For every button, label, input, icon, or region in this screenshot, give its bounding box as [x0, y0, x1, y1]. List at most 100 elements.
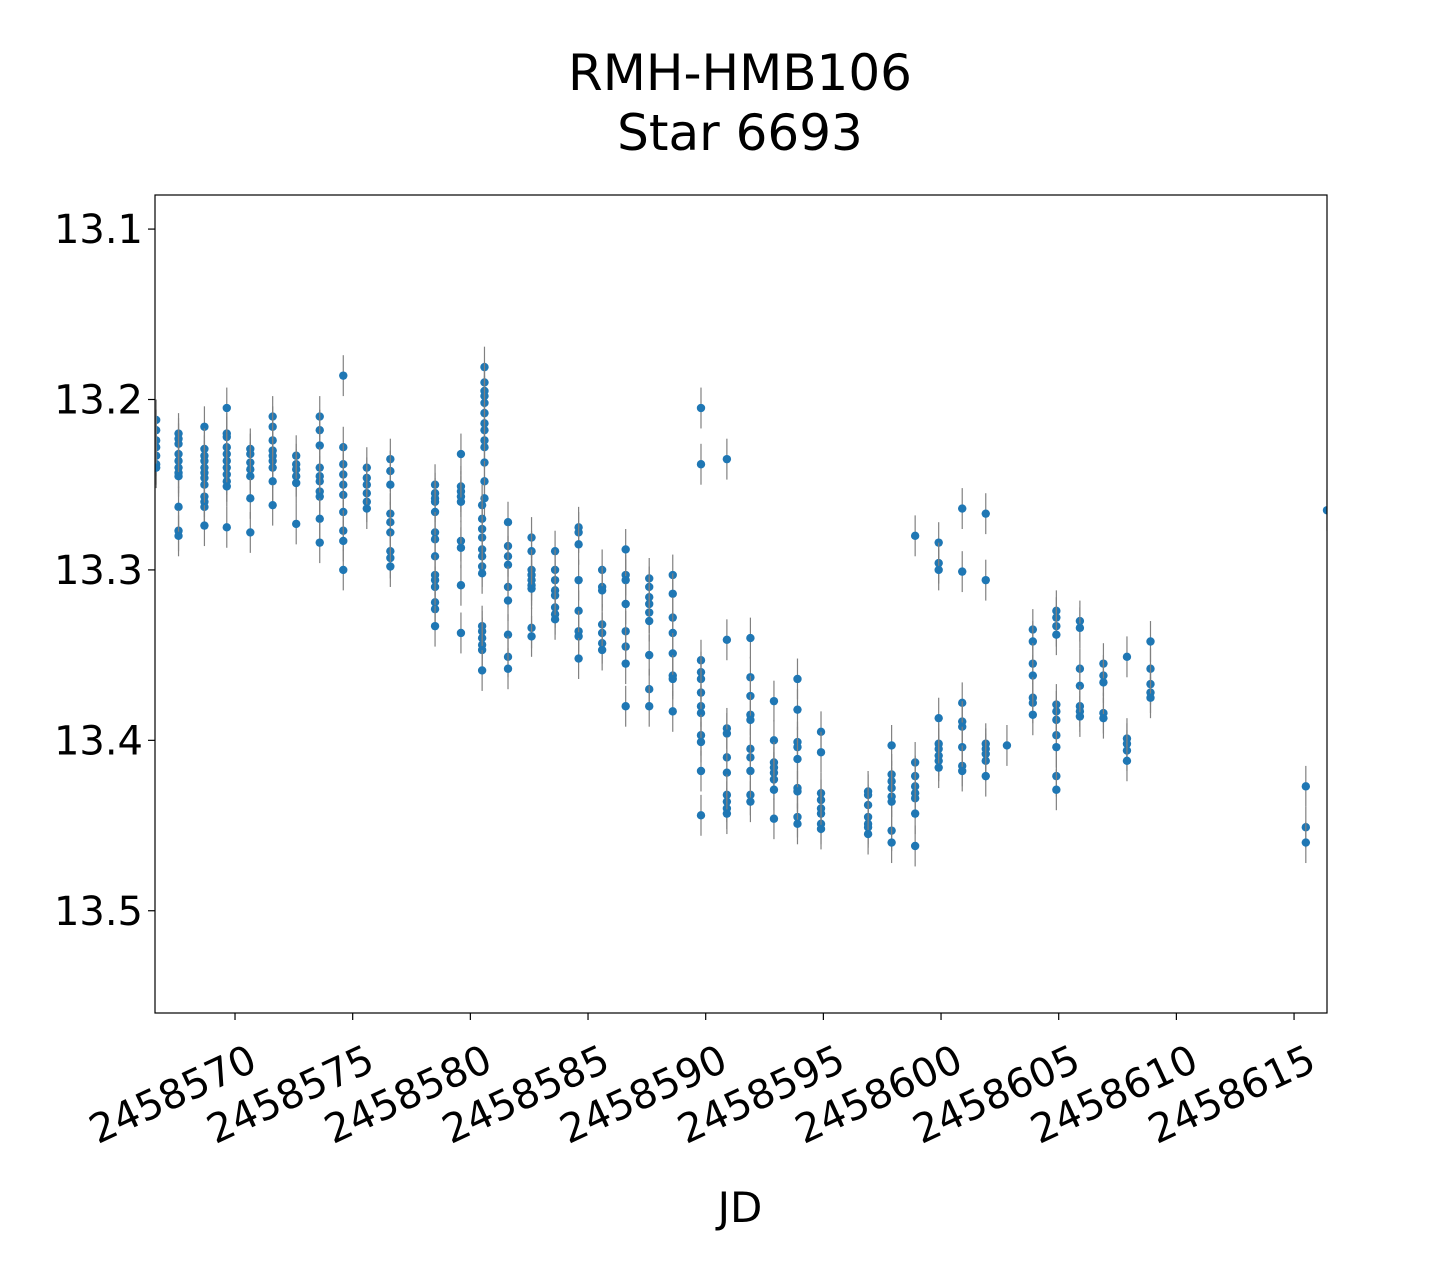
- point-marker: [793, 787, 802, 796]
- point-marker: [1122, 652, 1132, 662]
- point-marker: [246, 471, 255, 481]
- point-marker: [292, 478, 301, 488]
- point-marker: [550, 615, 560, 624]
- point-marker: [934, 565, 943, 575]
- data-point: [696, 794, 706, 836]
- point-marker: [456, 543, 466, 552]
- point-marker: [1028, 637, 1038, 646]
- data-point: [174, 515, 183, 557]
- point-marker: [958, 504, 967, 513]
- data-point: [910, 825, 920, 867]
- data-point: [746, 781, 755, 823]
- point-marker: [1052, 630, 1061, 639]
- data-point: [863, 813, 873, 855]
- point-marker: [1099, 678, 1108, 687]
- data-point: [816, 808, 826, 850]
- data-point: [887, 822, 896, 864]
- point-marker: [1028, 671, 1038, 680]
- point-marker: [887, 741, 896, 750]
- data-point: [769, 798, 779, 840]
- point-marker: [934, 713, 943, 723]
- data-point: [430, 605, 440, 647]
- data-point: [958, 551, 967, 593]
- data-point: [981, 755, 990, 797]
- point-marker: [574, 540, 583, 549]
- y-tick-label: 13.1: [54, 207, 143, 253]
- point-marker: [696, 811, 706, 820]
- data-point: [339, 549, 348, 591]
- point-marker: [315, 538, 324, 547]
- point-marker: [246, 494, 255, 503]
- point-marker: [503, 518, 513, 527]
- point-marker: [1002, 741, 1012, 750]
- point-marker: [793, 674, 802, 684]
- point-marker: [430, 507, 440, 517]
- data-point: [574, 638, 583, 679]
- data-point: [155, 447, 161, 489]
- point-marker: [1301, 782, 1311, 791]
- data-point: [910, 515, 920, 557]
- point-marker: [386, 480, 395, 489]
- point-marker: [746, 766, 755, 776]
- point-marker: [696, 708, 706, 718]
- data-point: [527, 615, 536, 657]
- point-marker: [722, 809, 732, 818]
- point-marker: [574, 575, 583, 585]
- data-point: [268, 484, 277, 526]
- point-marker: [696, 737, 706, 747]
- data-point: [645, 685, 654, 727]
- data-point: [1146, 677, 1155, 719]
- data-point: [456, 612, 466, 654]
- point-marker: [597, 586, 607, 595]
- point-marker: [696, 766, 706, 776]
- point-marker: [746, 633, 755, 643]
- point-marker: [621, 599, 630, 609]
- point-marker: [621, 659, 630, 668]
- data-point: [769, 680, 779, 722]
- point-marker: [722, 729, 732, 738]
- x-axis: 2458570245857524585802458585245859024585…: [83, 1013, 1322, 1153]
- point-marker: [1052, 742, 1061, 752]
- data-point: [1075, 696, 1085, 737]
- point-marker: [339, 371, 348, 380]
- data-point: [1122, 740, 1132, 782]
- data-point: [456, 564, 466, 606]
- point-marker: [934, 763, 943, 772]
- point-marker: [621, 545, 630, 554]
- data-point: [550, 598, 560, 640]
- point-marker: [645, 650, 654, 660]
- point-marker: [910, 809, 920, 818]
- point-marker: [769, 696, 779, 706]
- point-marker: [722, 768, 732, 777]
- y-tick-label: 13.2: [54, 378, 143, 424]
- point-marker: [793, 705, 802, 714]
- data-point: [222, 506, 231, 548]
- data-point: [222, 465, 231, 507]
- data-point: [722, 793, 732, 835]
- data-point: [934, 747, 943, 789]
- data-point: [503, 648, 513, 690]
- point-marker: [696, 403, 706, 413]
- point-marker: [696, 460, 706, 469]
- y-tick-label: 13.5: [54, 889, 143, 935]
- point-marker: [769, 785, 779, 794]
- y-tick-label: 13.3: [54, 548, 143, 594]
- point-marker: [769, 736, 779, 745]
- point-marker: [645, 702, 654, 711]
- point-marker: [746, 797, 755, 806]
- data-point: [668, 690, 677, 732]
- point-marker: [981, 509, 990, 518]
- data-point: [696, 443, 706, 485]
- data-point: [597, 629, 607, 671]
- point-marker: [597, 645, 607, 655]
- point-marker: [621, 575, 630, 585]
- point-marker: [456, 628, 466, 638]
- data-point: [1052, 769, 1061, 811]
- point-marker: [200, 521, 209, 530]
- point-marker: [503, 596, 513, 605]
- data-point: [292, 503, 301, 545]
- data-point: [1028, 694, 1038, 736]
- data-point: [456, 527, 466, 569]
- data-point: [816, 731, 826, 773]
- point-marker: [1322, 506, 1327, 515]
